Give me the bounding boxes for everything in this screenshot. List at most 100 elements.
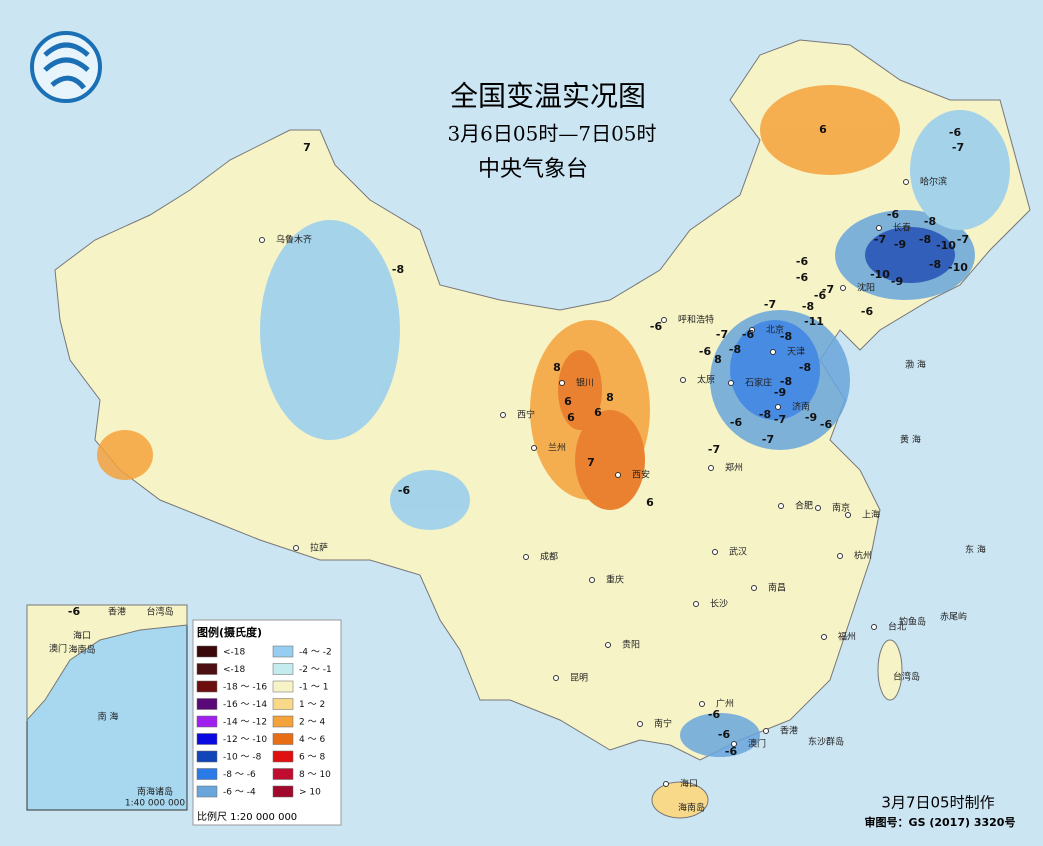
legend-swatch (196, 750, 218, 763)
temperature-label: -7 (874, 233, 886, 246)
city-dot (523, 554, 529, 560)
city-label: 南昌 (768, 582, 786, 594)
legend-swatch (272, 733, 294, 745)
legend-label: -14 ～ -12 (223, 718, 267, 728)
legend-swatch (196, 645, 218, 658)
temperature-label: -7 (822, 283, 834, 296)
city-label: 哈尔滨 (920, 176, 947, 188)
city-label: 西安 (632, 469, 650, 481)
inset-temperature: -6 (68, 605, 81, 618)
temperature-label: -10 (936, 239, 956, 252)
legend-label: <-18 (223, 665, 246, 675)
made-time: 3月7日05时制作 (881, 794, 994, 812)
inset-label: 南海诸岛 (137, 786, 173, 798)
inset-label: 海南岛 (68, 644, 95, 656)
temperature-label: -6 (949, 126, 962, 139)
temperature-label: -6 (650, 320, 663, 333)
legend-label: -10 ～ -8 (223, 753, 262, 763)
legend-swatch (196, 785, 218, 798)
temperature-label: -8 (759, 408, 771, 421)
city-label: 南京 (832, 502, 850, 514)
city-label: 长沙 (710, 598, 728, 610)
city-dot (876, 225, 882, 231)
temperature-label: -9 (774, 386, 786, 399)
city-dot (871, 624, 877, 630)
city-dot (699, 701, 705, 707)
temperature-label: -8 (392, 263, 404, 276)
city-dot (903, 179, 909, 185)
city-label: 沈阳 (857, 282, 875, 294)
city-dot (751, 585, 757, 591)
city-dot (605, 642, 611, 648)
temperature-label: 7 (587, 456, 595, 469)
city-label: 北京 (766, 324, 784, 336)
temperature-label: -7 (764, 298, 776, 311)
temperature-label: -8 (924, 215, 936, 228)
city-dot (559, 380, 565, 386)
city-dot (663, 781, 669, 787)
city-dot (680, 377, 686, 383)
temperature-label: 8 (714, 353, 722, 366)
city-dot (770, 349, 776, 355)
hainan (651, 781, 709, 819)
temperature-label: -7 (774, 413, 786, 426)
legend-label: <-18 (223, 648, 246, 658)
city-dot (661, 317, 667, 323)
issuer: 中央气象台 (478, 157, 588, 182)
scale: 比例尺 1:20 000 000 (197, 810, 297, 823)
temperature-label: -9 (891, 275, 903, 288)
temperature-label: 6 (564, 395, 572, 408)
inset-label: 香港 (108, 606, 126, 618)
city-dot (500, 412, 506, 418)
taiwan (877, 639, 903, 701)
legend-swatch (196, 680, 218, 693)
inset-label: 澳门 (49, 643, 67, 655)
city-label: 昆明 (570, 673, 588, 684)
temperature-label: -11 (804, 315, 824, 328)
temperature-label: -7 (957, 233, 969, 246)
city-label: 武汉 (729, 546, 747, 558)
temperature-label: 6 (594, 406, 602, 419)
temperature-label: -6 (708, 708, 721, 721)
city-label: 石家庄 (745, 377, 772, 389)
temperature-label: 6 (819, 123, 827, 136)
temperature-label: 7 (303, 141, 311, 154)
city-label: 台湾岛 (893, 671, 920, 683)
city-label: 乌鲁木齐 (276, 234, 312, 246)
subtitle: 3月6日05时—7日05时 (447, 122, 656, 146)
temperature-label: -7 (708, 443, 720, 456)
temperature-label: -6 (730, 416, 743, 429)
temperature-label: -6 (742, 328, 755, 341)
temperature-label: -6 (699, 345, 712, 358)
city-dot (749, 327, 755, 333)
city-dot (778, 503, 784, 509)
city-label: 东 海 (965, 544, 986, 556)
temperature-label: -8 (799, 361, 811, 374)
city-label: 海南岛 (678, 802, 705, 814)
city-dot (708, 465, 714, 471)
city-label: 银川 (576, 377, 594, 389)
approval: 审图号：GS (2017) 3320号 (865, 815, 1016, 829)
legend-label: -16 ～ -14 (223, 700, 267, 710)
city-dot (845, 512, 851, 518)
inset-land (26, 604, 188, 722)
temperature-label: -8 (729, 343, 741, 356)
temperature-label: -8 (802, 300, 814, 313)
legend-label: > 10 (299, 788, 321, 798)
anomaly-fields (97, 85, 1010, 757)
city-label: 长春 (893, 222, 911, 234)
city-dot (615, 472, 621, 478)
city-label: 赤尾屿 (940, 612, 967, 623)
city-label: 郑州 (725, 462, 743, 474)
city-dot (553, 675, 559, 681)
legend-swatch (272, 680, 294, 693)
title: 全国变温实况图 (450, 80, 646, 113)
logo (30, 31, 102, 103)
legend-label: 6 ～ 8 (299, 753, 325, 763)
city-label: 广州 (716, 698, 734, 710)
city-label: 西宁 (517, 409, 535, 421)
city-dot (712, 549, 718, 555)
legend-label: 8 ～ 10 (299, 770, 331, 780)
city-label: 贵阳 (622, 639, 640, 651)
